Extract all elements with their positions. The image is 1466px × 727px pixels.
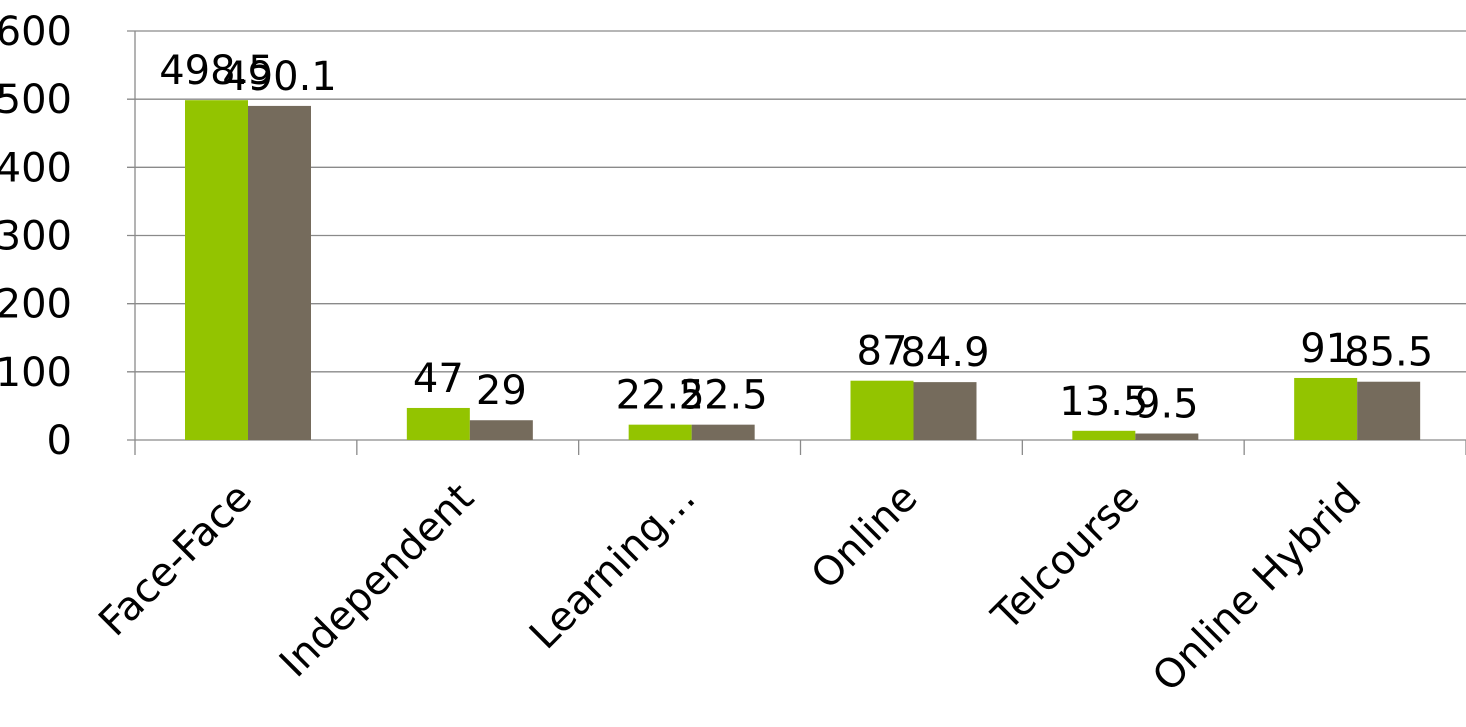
category-label: Telcourse <box>983 475 1149 641</box>
category-label: Face-Face <box>90 475 261 646</box>
bar-series2-3 <box>691 424 755 440</box>
data-label: 91 <box>1300 326 1351 372</box>
data-label: 85.5 <box>1344 330 1433 376</box>
bar-series2-4 <box>913 382 977 440</box>
y-tick-label: 600 <box>0 9 72 55</box>
y-tick-label: 200 <box>0 282 72 328</box>
y-tick-label: 300 <box>0 214 72 260</box>
gridlines <box>127 30 1466 373</box>
data-labels: 498.5 47 22.5 87 13.5 91 490.1 29 22.5 84.9 9.5 85.… <box>159 48 1433 427</box>
bar-series2-2 <box>469 420 533 440</box>
bar-series1-4 <box>850 380 914 440</box>
bar-series1-6 <box>1294 377 1358 440</box>
bar-series2-1 <box>248 105 311 441</box>
y-tick-label: 400 <box>0 145 72 191</box>
y-tick-label: 0 <box>47 418 72 464</box>
data-label: 87 <box>857 329 908 375</box>
bar-series1-3 <box>628 424 692 440</box>
data-label: 47 <box>413 356 464 402</box>
bars <box>185 100 1421 441</box>
data-label: 22.5 <box>679 373 768 419</box>
bar-series1-1 <box>185 100 248 441</box>
category-label: Online <box>803 475 927 599</box>
data-label: 490.1 <box>222 54 337 100</box>
bar-series1-2 <box>406 407 470 440</box>
data-label: 84.9 <box>900 330 989 376</box>
data-label: 29 <box>476 368 527 414</box>
bar-series1-5 <box>1072 430 1136 440</box>
data-label: 22.5 <box>616 373 705 419</box>
category-label: Online Hybrid <box>1144 475 1370 701</box>
category-label: Independent <box>271 475 483 687</box>
data-label: 498.5 <box>159 48 274 94</box>
data-label: 9.5 <box>1135 382 1199 428</box>
y-tick-labels: 0 100 200 300 400 500 600 <box>0 9 72 464</box>
axes <box>127 31 1466 455</box>
bar-series2-5 <box>1135 433 1199 440</box>
category-label: Learning… <box>521 475 705 659</box>
y-tick-label: 500 <box>0 77 72 123</box>
category-labels: Face-Face Independent Learning… Online Telco… <box>90 475 1370 701</box>
bar-series2-6 <box>1357 381 1421 440</box>
data-label: 13.5 <box>1059 379 1148 425</box>
y-tick-label: 100 <box>0 350 72 396</box>
